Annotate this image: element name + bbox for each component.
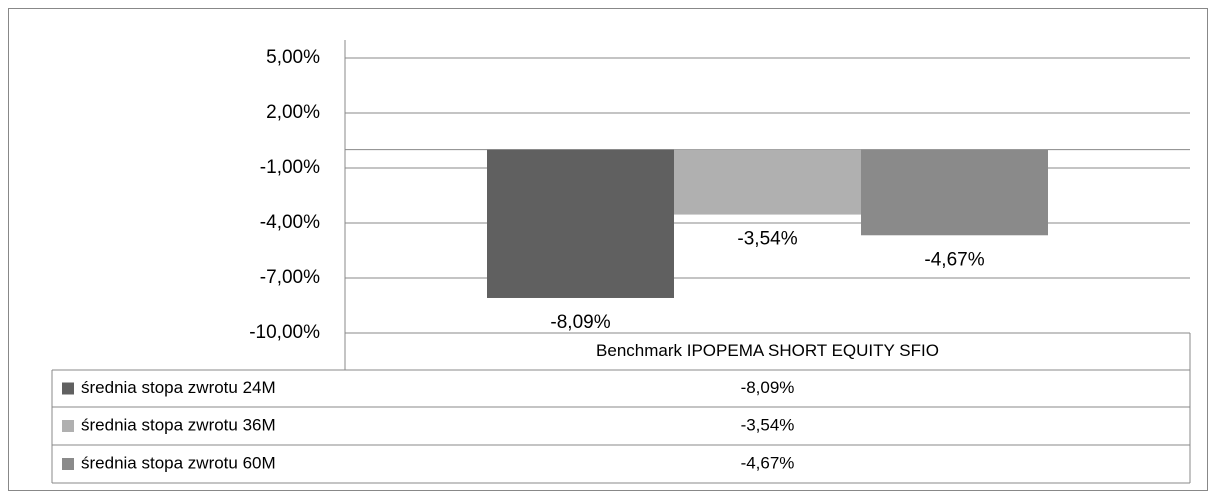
y-tick-label: -10,00% (249, 322, 320, 343)
legend-key (62, 382, 74, 395)
data-label: -4,67% (924, 249, 984, 270)
legend-label: średnia stopa zwrotu 24M (81, 378, 276, 397)
chart-border (8, 8, 1208, 491)
table-value: -3,54% (741, 415, 795, 434)
data-label: -3,54% (737, 229, 797, 250)
legend-label: średnia stopa zwrotu 36M (81, 415, 276, 434)
y-tick-label: 5,00% (266, 47, 320, 68)
bar (861, 149, 1048, 236)
y-tick-label: -7,00% (260, 267, 320, 288)
legend-label: średnia stopa zwrotu 60M (81, 453, 276, 472)
y-tick-label: -1,00% (260, 157, 320, 178)
legend-key (62, 420, 74, 432)
table-value: -8,09% (741, 378, 795, 397)
table-value: -4,67% (741, 453, 795, 472)
bar (674, 149, 861, 215)
y-tick-label: -4,00% (260, 212, 320, 233)
y-tick-label: 2,00% (266, 102, 320, 123)
table-header: Benchmark IPOPEMA SHORT EQUITY SFIO (596, 341, 939, 360)
data-label: -8,09% (550, 312, 610, 333)
bar (487, 149, 674, 298)
legend-key (62, 458, 74, 470)
